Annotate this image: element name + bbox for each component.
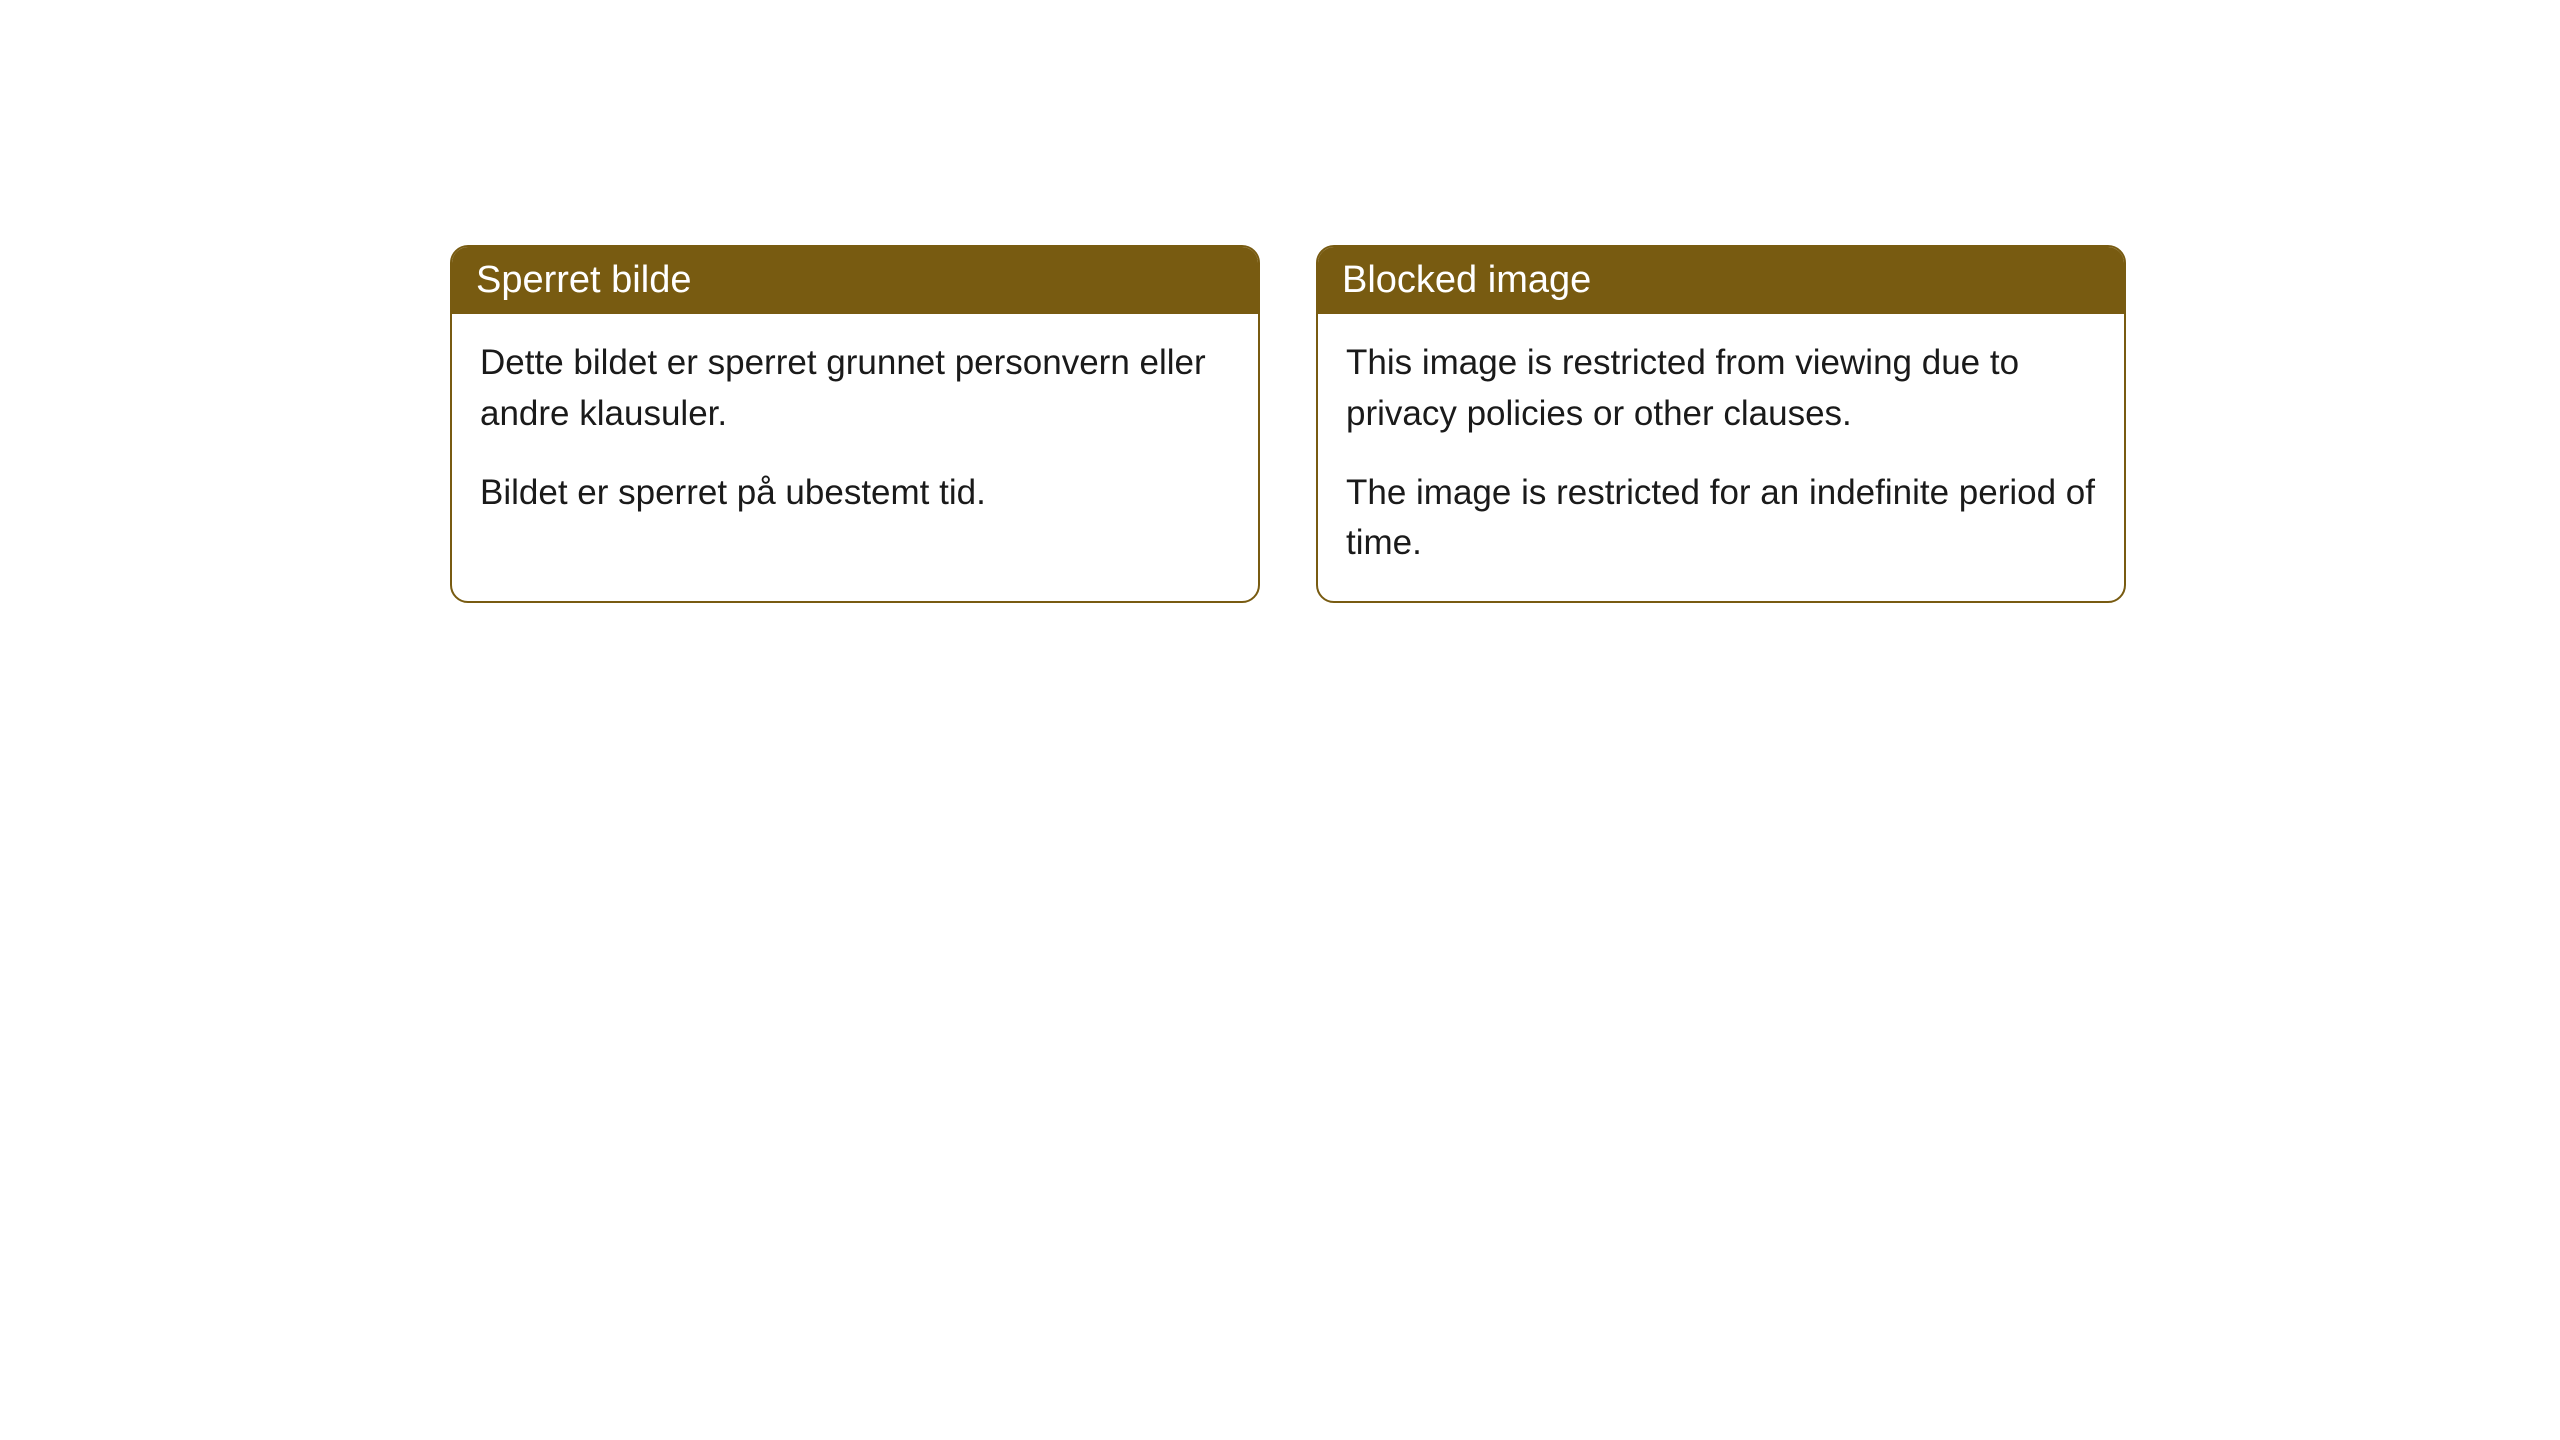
- notice-text-no-1: Dette bildet er sperret grunnet personve…: [480, 338, 1230, 440]
- blocked-image-card-no: Sperret bilde Dette bildet er sperret gr…: [450, 245, 1260, 603]
- card-body-en: This image is restricted from viewing du…: [1318, 314, 2124, 601]
- notice-text-en-1: This image is restricted from viewing du…: [1346, 338, 2096, 440]
- notice-container: Sperret bilde Dette bildet er sperret gr…: [0, 0, 2560, 603]
- notice-text-en-2: The image is restricted for an indefinit…: [1346, 468, 2096, 570]
- card-header-en: Blocked image: [1318, 247, 2124, 314]
- card-body-no: Dette bildet er sperret grunnet personve…: [452, 314, 1258, 550]
- notice-text-no-2: Bildet er sperret på ubestemt tid.: [480, 468, 1230, 519]
- card-header-no: Sperret bilde: [452, 247, 1258, 314]
- blocked-image-card-en: Blocked image This image is restricted f…: [1316, 245, 2126, 603]
